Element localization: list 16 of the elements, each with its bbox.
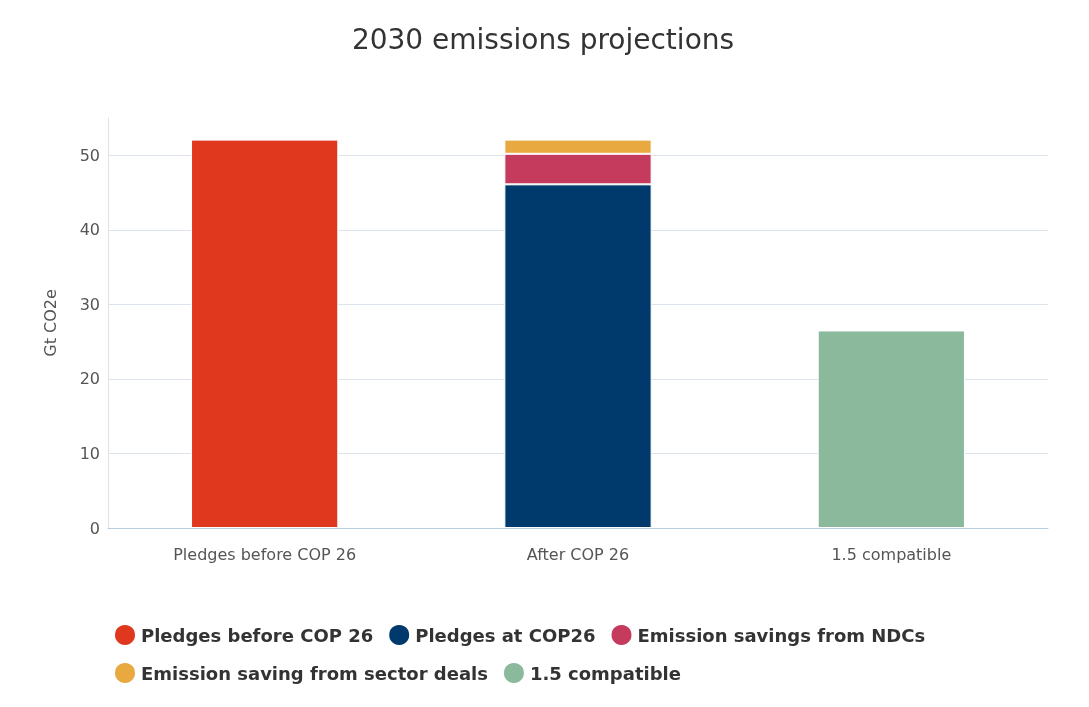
legend-label: 1.5 compatible [529, 662, 681, 684]
x-tick-label: Pledges before COP 26 [173, 544, 357, 564]
chart-title: 2030 emissions projections [351, 22, 735, 56]
y-axis-title: Gt CO2e [40, 289, 60, 357]
y-tick-label: 30 [79, 294, 100, 314]
x-tick-label: 1.5 compatible [831, 544, 952, 564]
legend-label: Pledges before COP 26 [141, 624, 374, 646]
y-tick-label: 50 [79, 145, 100, 165]
legend-label: Emission savings from NDCs [637, 624, 926, 646]
legend-label: Pledges at COP26 [415, 624, 596, 646]
y-tick-label: 10 [79, 443, 100, 463]
x-tick-label: After COP 26 [526, 544, 630, 564]
y-tick-label: 20 [79, 369, 100, 389]
legend-label: Emission saving from sector deals [141, 662, 488, 684]
y-tick-label: 40 [79, 220, 100, 240]
y-tick-label: 0 [89, 518, 100, 538]
